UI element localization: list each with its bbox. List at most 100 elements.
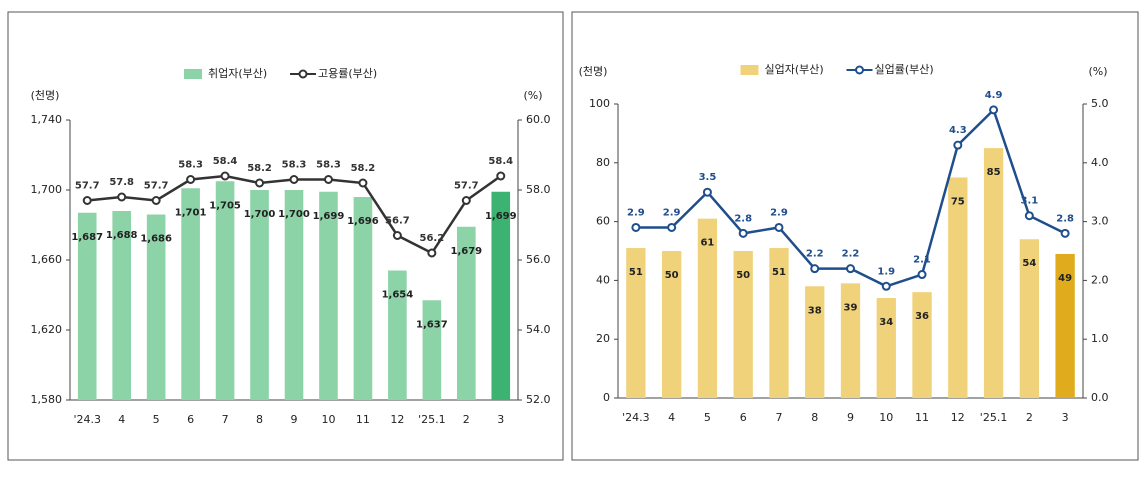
line-marker [774, 222, 784, 232]
bar [491, 191, 511, 400]
bar [840, 283, 861, 398]
line-value-label: 2.2 [806, 249, 824, 260]
line-marker [461, 196, 471, 205]
bar-value-label: 1,687 [71, 232, 103, 243]
line-marker [358, 178, 368, 188]
line-marker [151, 196, 161, 205]
x-tick-label: 7 [775, 411, 782, 424]
line-value-label: 57.7 [75, 181, 100, 192]
line-value-label: 57.7 [454, 181, 479, 192]
legend-label: 실업률(부산) [875, 63, 934, 76]
line-marker [881, 281, 891, 291]
bar [422, 300, 442, 400]
panel-frame [7, 11, 564, 461]
legend-swatch [740, 65, 759, 75]
bar [805, 286, 825, 398]
bar [697, 218, 718, 398]
y2-unit: (%) [1088, 65, 1107, 78]
line-marker [289, 175, 299, 184]
bar [983, 148, 1004, 398]
line-marker [117, 192, 127, 202]
line-marker [631, 222, 641, 232]
x-tick-label: '25.1 [418, 413, 446, 426]
bar-value-label: 1,700 [244, 209, 276, 220]
bar [769, 248, 789, 398]
x-tick-label: 5 [153, 413, 160, 426]
y-tick-label: 80 [596, 156, 610, 169]
legend-marker [298, 69, 308, 79]
x-tick-label: 4 [118, 413, 125, 426]
bar [112, 211, 131, 400]
bar [250, 190, 269, 400]
x-tick-label: 8 [811, 411, 818, 424]
y-tick-label: 1,620 [31, 323, 63, 336]
y-tick-label: 40 [596, 273, 610, 286]
line-value-label: 4.9 [985, 90, 1003, 101]
bar [626, 248, 646, 398]
y2-tick-label: 58.0 [526, 183, 551, 196]
x-tick-label: 3 [1062, 411, 1069, 424]
x-tick-label: 2 [463, 413, 470, 426]
x-tick-label: 7 [222, 413, 229, 426]
legend-label: 실업자(부산) [765, 63, 824, 76]
bar-value-label: 50 [736, 270, 750, 281]
legend-label: 취업자(부산) [208, 67, 267, 80]
line-marker [496, 171, 506, 181]
x-tick-label: 8 [256, 413, 263, 426]
x-tick-label: 6 [187, 413, 194, 426]
bar-value-label: 1,701 [175, 207, 207, 218]
y-unit: (천명) [579, 64, 608, 78]
line-marker [702, 187, 712, 197]
line-value-label: 3.1 [1020, 196, 1038, 207]
bar-value-label: 38 [808, 305, 822, 316]
bar [912, 292, 932, 398]
x-tick-label: 9 [291, 413, 298, 426]
legend-label: 고용률(부산) [318, 67, 377, 80]
x-tick-label: '25.1 [980, 411, 1008, 424]
line-marker [917, 270, 927, 280]
line-value-label: 58.2 [351, 163, 376, 174]
y2-tick-label: 52.0 [526, 393, 551, 406]
y-tick-label: 1,700 [31, 183, 63, 196]
line-marker [989, 105, 999, 115]
line-marker [82, 196, 92, 205]
y-tick-label: 1,580 [31, 393, 63, 406]
y2-tick-label: 2.0 [1091, 273, 1109, 286]
bar-value-label: 1,637 [416, 319, 448, 330]
line-value-label: 56.7 [385, 216, 410, 227]
bar [1055, 253, 1075, 398]
line-value-label: 2.2 [842, 249, 860, 260]
y2-tick-label: 1.0 [1091, 332, 1109, 345]
bar-value-label: 1,696 [347, 216, 379, 227]
bar-value-label: 1,700 [278, 209, 310, 220]
x-tick-label: 10 [879, 411, 893, 424]
line-value-label: 2.9 [663, 207, 681, 218]
line-value-label: 57.8 [109, 177, 134, 188]
x-tick-label: 11 [356, 413, 370, 426]
x-tick-label: 6 [740, 411, 747, 424]
x-tick-label: 5 [704, 411, 711, 424]
bar-value-label: 1,705 [209, 200, 241, 211]
bar-value-label: 34 [879, 317, 893, 328]
line-value-label: 4.3 [949, 125, 967, 136]
line-value-label: 3.5 [699, 172, 717, 183]
x-tick-label: '24.3 [622, 411, 650, 424]
line-marker [255, 178, 265, 188]
y-tick-label: 20 [596, 332, 610, 345]
line-value-label: 2.9 [627, 207, 645, 218]
bar-value-label: 1,654 [382, 290, 414, 301]
line-value-label: 2.8 [1056, 213, 1074, 224]
line-value-label: 58.4 [488, 156, 513, 167]
line-marker [1060, 228, 1070, 238]
line-value-label: 56.2 [420, 233, 445, 244]
line-value-label: 57.7 [144, 181, 169, 192]
bar-value-label: 1,699 [313, 211, 345, 222]
bar-value-label: 54 [1022, 258, 1036, 269]
line-marker [667, 222, 677, 232]
y2-tick-label: 3.0 [1091, 215, 1109, 228]
y2-tick-label: 56.0 [526, 253, 551, 266]
bar [319, 191, 338, 400]
line-value-label: 2.8 [734, 213, 752, 224]
y-unit: (천명) [31, 88, 60, 102]
